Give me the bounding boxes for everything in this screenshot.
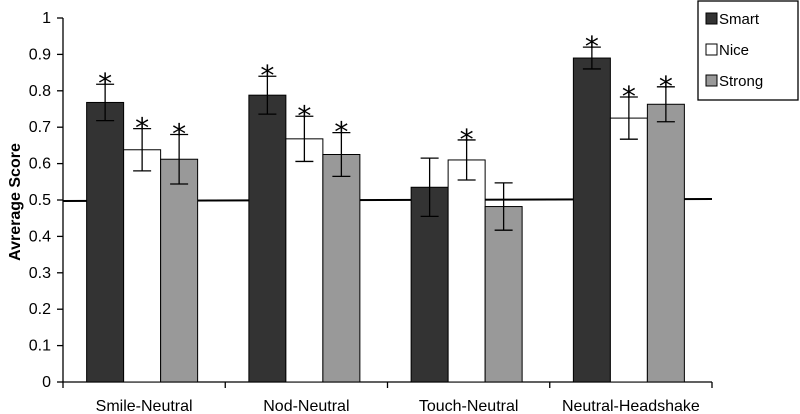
significance-star: * xyxy=(172,117,186,150)
bar-strong xyxy=(484,206,523,383)
y-tick-label: 0.8 xyxy=(29,83,51,100)
legend-label-nice: Nice xyxy=(719,42,749,59)
significance-star: * xyxy=(297,99,311,132)
y-axis-label: Avrerage Score xyxy=(7,143,24,261)
x-tick-label: Nod-Neutral xyxy=(263,398,349,414)
significance-star: * xyxy=(334,116,348,149)
legend-swatch-smart xyxy=(705,12,718,25)
significance-star: * xyxy=(659,70,673,103)
x-tick-label: Smile-Neutral xyxy=(96,398,193,414)
bar-nice xyxy=(285,138,324,383)
y-tick-label: 0.1 xyxy=(29,338,51,355)
y-tick-label: 0.7 xyxy=(29,119,51,136)
bar-strong xyxy=(322,154,361,383)
significance-star: * xyxy=(585,30,599,63)
legend-swatch-strong xyxy=(705,74,718,87)
bars: * * * * * * * * * * xyxy=(86,30,685,383)
y-tick-label: 0 xyxy=(42,374,51,391)
legend-label-smart: Smart xyxy=(719,11,760,28)
y-tick-label: 0.3 xyxy=(29,265,51,282)
y-tick-label: 1 xyxy=(42,10,51,27)
legend-label-strong: Strong xyxy=(719,73,763,90)
x-tick-label: Touch-Neutral xyxy=(419,398,519,414)
bar-smart xyxy=(86,101,125,383)
bar-nice xyxy=(447,159,486,383)
bar-nice xyxy=(609,117,648,383)
bar-smart xyxy=(572,57,611,383)
bar-strong xyxy=(160,158,199,383)
significance-star: * xyxy=(622,80,636,113)
y-tick-label: 0.5 xyxy=(29,192,51,209)
y-tick-label: 0.9 xyxy=(29,46,51,63)
legend-swatch-nice xyxy=(705,43,718,56)
significance-star: * xyxy=(260,59,274,92)
bar-nice xyxy=(123,149,162,383)
bar-strong xyxy=(646,103,685,383)
y-tick-label: 0.6 xyxy=(29,156,51,173)
bar-smart xyxy=(248,94,287,383)
y-tick-label: 0.4 xyxy=(29,228,51,245)
legend: Smart Nice Strong xyxy=(697,0,799,101)
x-tick-label: Neutral-Headshake xyxy=(562,398,700,414)
y-axis-title: Avrerage Score xyxy=(7,143,24,261)
significance-star: * xyxy=(98,67,112,100)
significance-star: * xyxy=(135,112,149,145)
y-tick-label: 0.2 xyxy=(29,301,51,318)
bar-smart xyxy=(410,186,449,383)
significance-star: * xyxy=(460,123,474,156)
